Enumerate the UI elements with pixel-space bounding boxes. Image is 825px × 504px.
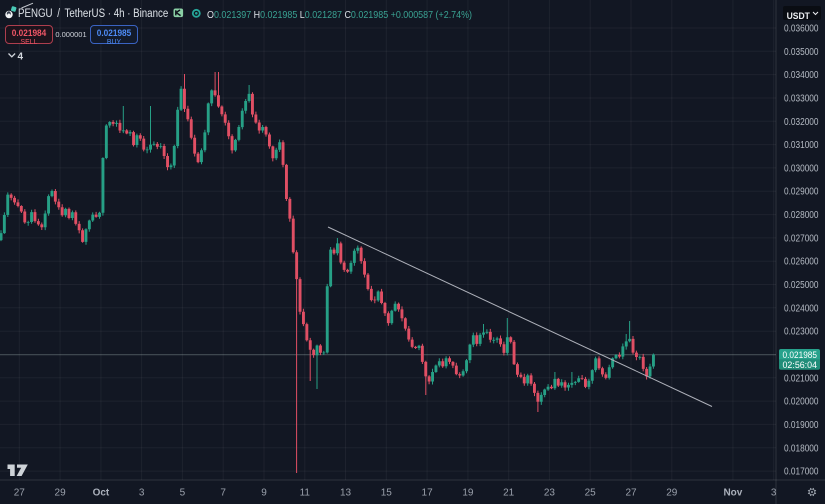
svg-text:Nov: Nov xyxy=(723,488,742,499)
svg-text:0.031000: 0.031000 xyxy=(784,140,819,151)
svg-text:7: 7 xyxy=(220,488,226,499)
svg-text:25: 25 xyxy=(585,488,597,499)
svg-text:0.021985: 0.021985 xyxy=(783,350,818,361)
svg-text:0.018000: 0.018000 xyxy=(784,443,819,454)
svg-text:11: 11 xyxy=(300,488,311,499)
svg-text:29: 29 xyxy=(55,488,67,499)
svg-text:21: 21 xyxy=(503,488,515,499)
svg-text:5: 5 xyxy=(180,488,186,499)
svg-text:23: 23 xyxy=(544,488,556,499)
svg-text:0.033000: 0.033000 xyxy=(784,94,819,105)
svg-text:17: 17 xyxy=(422,488,434,499)
svg-text:0.032000: 0.032000 xyxy=(784,117,819,128)
svg-text:0.023000: 0.023000 xyxy=(784,327,819,338)
svg-text:13: 13 xyxy=(340,488,352,499)
svg-text:0.027000: 0.027000 xyxy=(784,233,819,244)
svg-text:0.024000: 0.024000 xyxy=(784,303,819,314)
svg-text:0.035000: 0.035000 xyxy=(784,47,819,58)
svg-text:9: 9 xyxy=(261,488,267,499)
svg-text:0.021000: 0.021000 xyxy=(784,373,819,384)
svg-text:0.020000: 0.020000 xyxy=(784,397,819,408)
svg-text:0.030000: 0.030000 xyxy=(784,163,819,174)
svg-text:29: 29 xyxy=(666,488,678,499)
svg-text:0.017000: 0.017000 xyxy=(784,467,819,478)
svg-text:0.029000: 0.029000 xyxy=(784,187,819,198)
svg-text:Oct: Oct xyxy=(93,488,110,499)
svg-text:0.025000: 0.025000 xyxy=(784,280,819,291)
svg-text:3: 3 xyxy=(139,488,145,499)
svg-text:0.026000: 0.026000 xyxy=(784,257,819,268)
svg-text:02:56:04: 02:56:04 xyxy=(783,360,818,371)
svg-text:27: 27 xyxy=(625,488,637,499)
svg-text:0.034000: 0.034000 xyxy=(784,70,819,81)
svg-text:0.019000: 0.019000 xyxy=(784,420,819,431)
svg-text:27: 27 xyxy=(14,488,26,499)
svg-text:4: 4 xyxy=(18,51,24,62)
svg-text:0.028000: 0.028000 xyxy=(784,210,819,221)
svg-text:19: 19 xyxy=(462,488,474,499)
svg-text:0.036000: 0.036000 xyxy=(784,24,819,35)
svg-text:15: 15 xyxy=(381,488,393,499)
svg-text:3: 3 xyxy=(771,488,777,499)
